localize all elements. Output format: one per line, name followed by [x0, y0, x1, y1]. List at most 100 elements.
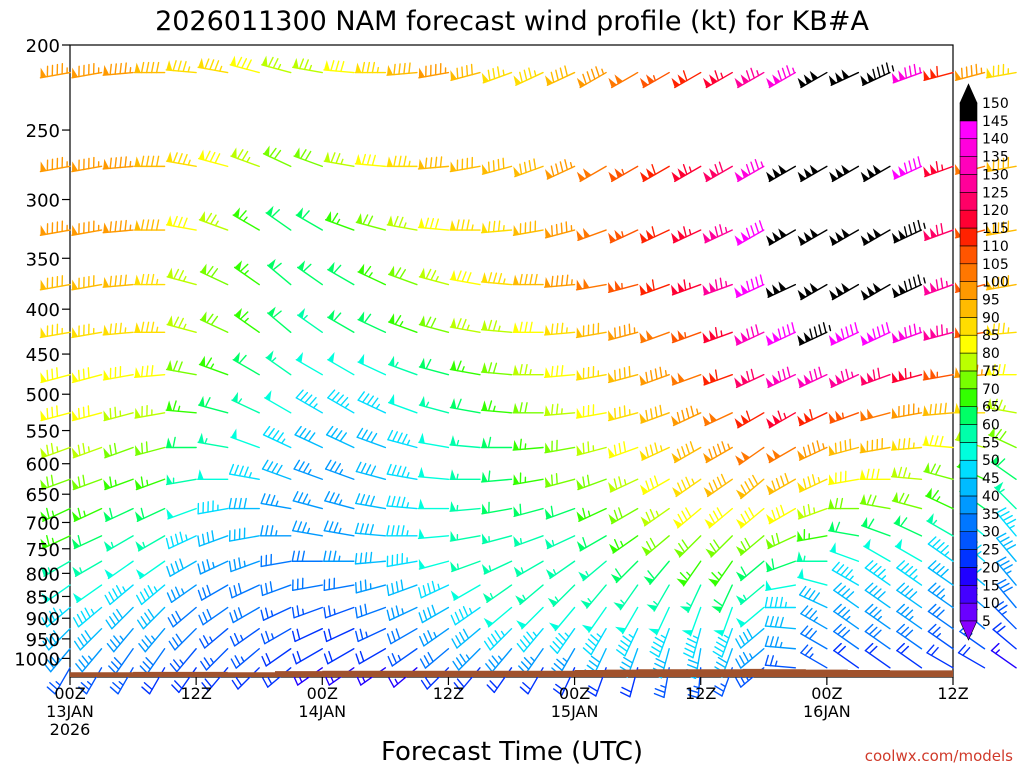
- wind-barb: [765, 366, 797, 389]
- color-scale-label: 145: [982, 114, 1009, 130]
- wind-barb: [292, 577, 323, 591]
- color-scale-swatch: [959, 263, 978, 282]
- x-tick-label: 00Z: [54, 684, 85, 703]
- wind-barb: [71, 367, 103, 384]
- wind-barb: [418, 604, 450, 624]
- wind-barb: [386, 463, 418, 480]
- color-scale-swatch: [959, 388, 978, 407]
- wind-barb: [545, 560, 576, 580]
- wind-barb: [165, 474, 197, 486]
- wind-barb: [197, 57, 229, 74]
- wind-barb: [260, 553, 292, 568]
- wind-barb: [766, 228, 797, 246]
- wind-barb: [796, 551, 828, 562]
- wind-barb: [543, 364, 576, 378]
- color-scale-label: 90: [982, 310, 1000, 326]
- wind-barb: [40, 534, 71, 550]
- wind-barb: [672, 507, 702, 529]
- wind-barb: [765, 322, 797, 346]
- wind-barb: [512, 321, 544, 333]
- wind-barb: [544, 159, 576, 180]
- wind-barb: [705, 535, 733, 558]
- wind-barb: [864, 582, 891, 609]
- wind-barb: [896, 603, 923, 630]
- wind-barb: [764, 596, 797, 609]
- y-tick-label: 650: [26, 485, 60, 506]
- color-scale-swatch: [959, 209, 978, 229]
- wind-barb: [480, 272, 513, 286]
- wind-barb: [72, 606, 103, 628]
- wind-barb: [992, 622, 1017, 650]
- wind-barb: [356, 427, 387, 449]
- wind-barb: [927, 623, 954, 650]
- wind-barb: [134, 364, 166, 378]
- wind-barb: [547, 584, 576, 607]
- wind-barb: [41, 606, 71, 628]
- wind-barb: [75, 648, 103, 673]
- wind-barb: [860, 164, 891, 183]
- wind-barb: [893, 514, 923, 537]
- wind-barb: [137, 606, 166, 630]
- wind-barb: [292, 520, 323, 537]
- wind-barb: [480, 319, 513, 333]
- wind-barb: [230, 428, 260, 449]
- wind-barb: [228, 463, 260, 480]
- wind-barb: [864, 623, 891, 650]
- wind-barb: [576, 66, 607, 89]
- wind-barb: [199, 627, 229, 649]
- wind-barb: [649, 627, 670, 658]
- wind-barb: [702, 277, 733, 296]
- wind-barb: [639, 226, 670, 244]
- wind-barb: [833, 582, 860, 609]
- color-scale-swatch: [959, 549, 978, 568]
- wind-barb: [197, 530, 229, 547]
- wind-barb: [102, 366, 134, 381]
- wind-barb: [418, 267, 450, 286]
- wind-barb: [544, 535, 576, 550]
- wind-barb: [106, 627, 134, 653]
- wind-barb: [355, 493, 387, 510]
- wind-barb: [513, 158, 544, 178]
- wind-barb: [325, 425, 355, 449]
- wind-barb: [449, 269, 481, 286]
- credit-text[interactable]: coolwx.com/models: [865, 747, 1013, 765]
- wind-barbs: [39, 55, 1017, 699]
- color-scale-label: 125: [982, 185, 1009, 201]
- wind-barb: [543, 322, 576, 336]
- wind-barb: [996, 578, 1017, 609]
- wind-barb: [233, 260, 260, 286]
- wind-barb: [671, 70, 702, 89]
- wind-barb: [388, 265, 418, 286]
- wind-barb: [418, 63, 450, 79]
- wind-barb: [765, 580, 797, 591]
- wind-barb: [327, 352, 355, 376]
- wind-barb: [639, 164, 670, 183]
- wind-barb: [796, 528, 828, 542]
- wind-barb: [417, 156, 450, 170]
- wind-barb: [418, 558, 450, 570]
- wind-barb: [166, 507, 197, 520]
- wind-barb: [388, 393, 418, 414]
- wind-barb: [648, 606, 670, 636]
- wind-barb: [513, 67, 544, 86]
- wind-barb: [985, 220, 1017, 236]
- wind-barb: [890, 437, 923, 451]
- wind-barb: [927, 603, 954, 630]
- chart-title: 2026011300 NAM forecast wind profile (kt…: [155, 6, 869, 37]
- x-tick-label: 14JAN: [298, 702, 346, 721]
- wind-barb: [671, 405, 702, 427]
- wind-barb: [828, 521, 860, 537]
- wind-barb: [449, 156, 481, 173]
- wind-barb: [104, 560, 134, 580]
- wind-barb: [923, 324, 954, 341]
- wind-barb: [797, 366, 828, 389]
- wind-barb: [386, 525, 418, 537]
- wind-barb: [764, 635, 797, 650]
- color-scale-swatch: [959, 477, 978, 497]
- wind-barb: [735, 474, 765, 500]
- wind-barb: [168, 627, 197, 651]
- wind-barb: [923, 65, 954, 82]
- color-scale-swatch: [959, 317, 978, 336]
- color-scale-label: 70: [982, 382, 1000, 398]
